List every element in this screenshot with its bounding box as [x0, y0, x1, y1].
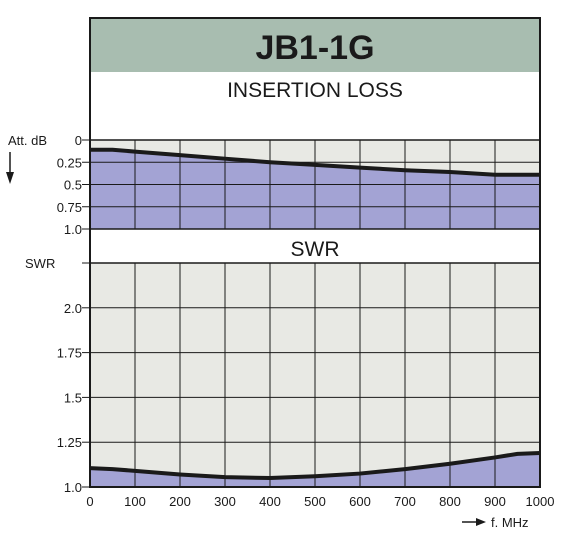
- x-tick-label: 400: [259, 494, 281, 509]
- insertion-loss-plot: [82, 139, 541, 230]
- x-tick-label: 800: [439, 494, 461, 509]
- x-tick-label: 200: [169, 494, 191, 509]
- swr-axis-title: SWR: [25, 256, 55, 271]
- x-tick-label: 100: [124, 494, 146, 509]
- swr-curve: [89, 450, 541, 481]
- swr-tick-label: 1.25: [57, 435, 82, 450]
- swr-tick-label: 1.0: [64, 480, 82, 495]
- swr-tick-label: 1.5: [64, 390, 82, 405]
- insertion-loss-header: [90, 72, 540, 102]
- x-tick-label: 900: [484, 494, 506, 509]
- x-tick-label: 300: [214, 494, 236, 509]
- x-tick-label: 0: [86, 494, 93, 509]
- att-tick-label: 0.5: [64, 178, 82, 193]
- chart-title: JB1-1G: [255, 29, 374, 67]
- swr-tick-label: 1.75: [57, 346, 82, 361]
- x-tick-label: 600: [349, 494, 371, 509]
- att-tick-label: 1.0: [64, 222, 82, 237]
- att-axis-title: Att. dB: [8, 133, 47, 148]
- down-arrow-icon: [6, 152, 14, 184]
- att-tick-label: 0.25: [57, 155, 82, 170]
- title-box: [90, 18, 540, 72]
- x-tick-label: 500: [304, 494, 326, 509]
- att-tick-label: 0.75: [57, 200, 82, 215]
- swr-tick-label: 2.0: [64, 301, 82, 316]
- att-tick-label: 0: [75, 133, 82, 148]
- swr-plot: [82, 262, 541, 488]
- swr-area: [90, 452, 540, 487]
- outer-frame: [89, 17, 541, 488]
- insertion-loss-label: INSERTION LOSS: [227, 79, 403, 102]
- x-axis-title: f. MHz: [491, 515, 529, 530]
- right-arrow-icon: [462, 518, 486, 526]
- x-tick-label: 700: [394, 494, 416, 509]
- x-tick-label: 1000: [526, 494, 555, 509]
- insertion-loss-curve: [90, 147, 540, 177]
- swr-section-label: SWR: [291, 238, 340, 261]
